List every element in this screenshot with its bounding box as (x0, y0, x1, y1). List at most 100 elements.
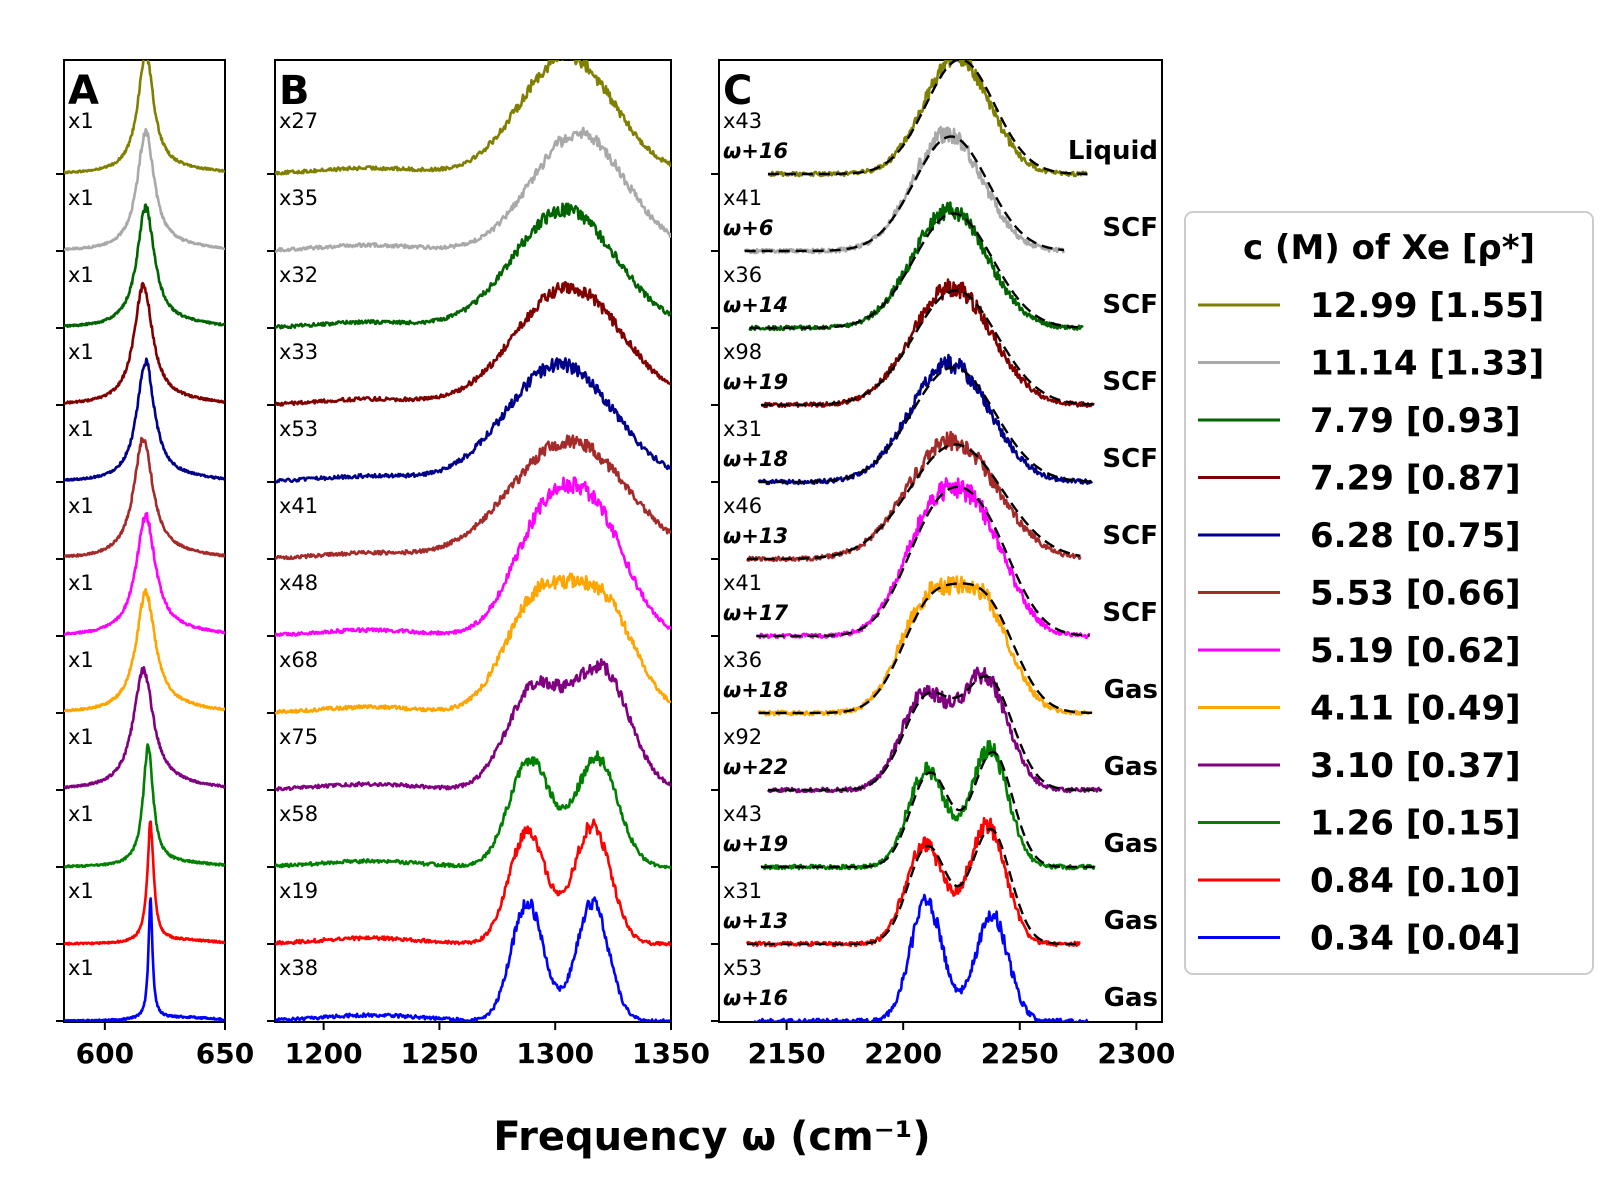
legend-title: c (M) of Xe [ρ*] (1243, 228, 1535, 268)
spectrum-line (64, 203, 225, 329)
scale-label: x32 (279, 263, 318, 287)
legend-entry: 3.10 [0.37] (1310, 746, 1521, 786)
scale-label: x53 (279, 417, 318, 441)
panel-letter: A (68, 68, 99, 114)
phase-label: Liquid (1068, 136, 1158, 166)
fit-dashed-line (749, 212, 1083, 330)
x-tick-label: 2150 (748, 1037, 826, 1070)
panel-c-frame (718, 59, 1163, 1023)
scale-label: x1 (68, 956, 94, 980)
scale-label: x68 (279, 648, 318, 672)
panel-c-curves (743, 60, 1103, 1022)
spectrum-line (275, 281, 671, 407)
spectrum-line (64, 820, 225, 946)
phase-label: SCF (1102, 213, 1158, 243)
scale-label: x43 (723, 109, 762, 133)
shift-label: ω+22 (723, 755, 788, 779)
scale-label: x33 (279, 340, 318, 364)
legend-entry: 5.19 [0.62] (1310, 631, 1521, 671)
spectrum-line (757, 575, 1093, 717)
spectrum-line (275, 357, 671, 484)
scale-label: x41 (723, 571, 762, 595)
shift-label: ω+16 (723, 139, 788, 163)
scale-label: x31 (723, 417, 762, 441)
x-tick-label: 1300 (516, 1037, 594, 1070)
legend-entry: 6.28 [0.75] (1310, 516, 1521, 556)
scale-label: x36 (723, 263, 762, 287)
legend-entry: 5.53 [0.66] (1310, 574, 1521, 614)
scale-label: x43 (723, 802, 762, 826)
fit-dashed-line (758, 366, 1093, 484)
panel-letter: C (723, 68, 752, 114)
spectrum-line (64, 60, 225, 175)
shift-label: ω+18 (723, 678, 788, 702)
fit-dashed-line (767, 675, 1102, 792)
spectrum-line (275, 572, 671, 715)
scale-label: x38 (279, 956, 318, 980)
spectrum-line (755, 477, 1091, 640)
scale-label: x1 (68, 725, 94, 749)
scale-label: x1 (68, 263, 94, 287)
phase-label: Gas (1104, 983, 1158, 1013)
spectrum-line (64, 666, 225, 790)
phase-label: Gas (1104, 752, 1158, 782)
fit-dashed-line (744, 135, 1065, 253)
scale-label: x1 (68, 417, 94, 441)
spectrum-line (275, 202, 671, 330)
phase-label: SCF (1102, 521, 1158, 551)
spectrum-line (64, 511, 225, 636)
scale-label: x35 (279, 186, 318, 210)
fit-dashed-line (767, 60, 1088, 176)
fit-dashed-line (746, 443, 1081, 561)
legend-entry: 0.84 [0.10] (1310, 861, 1521, 901)
spectrum-line (275, 126, 671, 253)
scale-label: x19 (279, 879, 318, 903)
shift-label: ω+14 (723, 293, 788, 317)
spectrum-line (64, 897, 225, 1022)
legend-entry: 0.34 [0.04] (1310, 919, 1521, 959)
scale-label: x53 (723, 956, 762, 980)
scale-label: x1 (68, 648, 94, 672)
spectrum-line (275, 750, 671, 870)
scale-label: x92 (723, 725, 762, 749)
phase-label: Gas (1104, 675, 1158, 705)
scale-label: x1 (68, 186, 94, 210)
spectrum-line (64, 127, 225, 252)
panel-letter: B (279, 68, 310, 114)
phase-label: SCF (1102, 444, 1158, 474)
scale-label: x41 (279, 494, 318, 518)
scale-label: x1 (68, 109, 94, 133)
legend-entry: 7.29 [0.87] (1310, 459, 1521, 499)
panel-a-curves (64, 60, 225, 1022)
phase-label: SCF (1102, 598, 1158, 628)
spectrum-line (64, 743, 225, 869)
scale-label: x31 (723, 879, 762, 903)
spectrum-line (745, 430, 1082, 563)
shift-label: ω+19 (723, 370, 788, 394)
spectrum-line (757, 353, 1094, 486)
scale-label: x41 (723, 186, 762, 210)
legend-entry: 12.99 [1.55] (1310, 286, 1544, 326)
spectrum-line (275, 896, 671, 1022)
scale-label: x1 (68, 802, 94, 826)
x-tick-label: 2300 (1097, 1037, 1175, 1070)
fit-dashed-line (746, 827, 1081, 946)
x-axis-label: Frequency ω (cm⁻¹) (493, 1114, 930, 1160)
x-tick-label: 2200 (864, 1037, 942, 1070)
spectrum-line (275, 60, 671, 176)
spectrum-line (275, 434, 671, 561)
legend: c (M) of Xe [ρ*] 12.99 [1.55] 11.14 [1.33… (1184, 211, 1594, 975)
phase-label: SCF (1102, 367, 1158, 397)
x-tick-label: 1200 (285, 1037, 363, 1070)
spectrum-line (760, 278, 1095, 409)
shift-label: ω+16 (723, 986, 788, 1010)
fit-dashed-line (760, 289, 1095, 407)
x-tick-label: 1250 (400, 1037, 478, 1070)
spectrum-line (64, 436, 225, 558)
legend-entry: 4.11 [0.49] (1310, 689, 1521, 729)
scale-label: x1 (68, 340, 94, 364)
x-tick-label: 650 (196, 1037, 254, 1070)
